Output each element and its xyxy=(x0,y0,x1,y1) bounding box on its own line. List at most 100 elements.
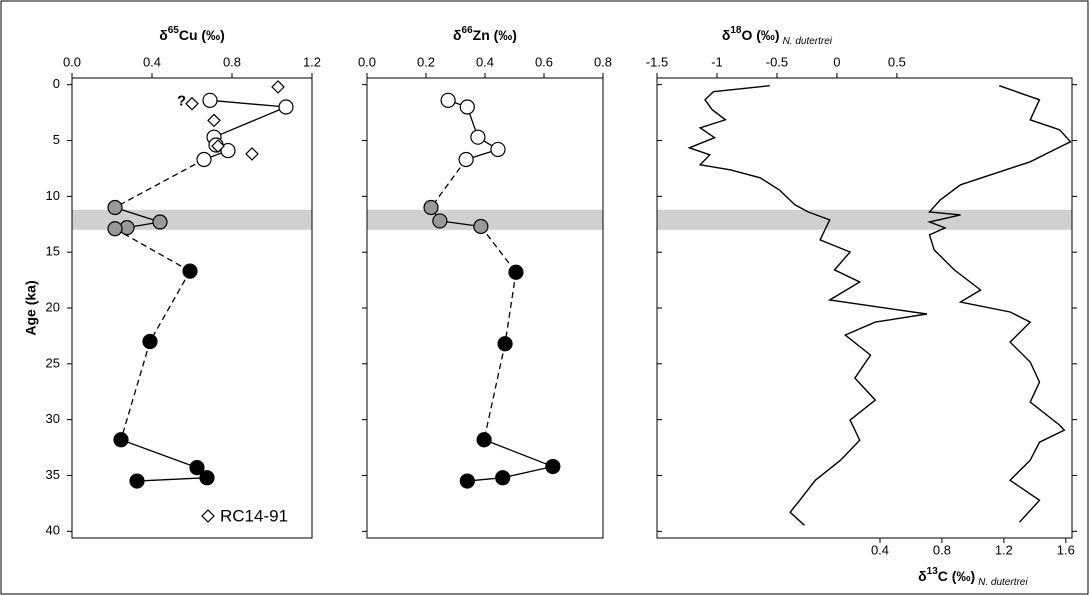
axis-title-part: δ xyxy=(453,27,462,43)
x2-tick-label: 1.6 xyxy=(1057,542,1075,557)
y-tick-label: 20 xyxy=(46,299,60,314)
connector xyxy=(114,158,205,209)
axis-title-part: 66 xyxy=(462,25,474,36)
y-tick-label: 40 xyxy=(46,523,60,538)
sample-point xyxy=(508,264,524,280)
axis-title-part: Zn (‰) xyxy=(473,27,517,43)
axis-title-part: 18 xyxy=(730,25,742,36)
y-tick-label: 10 xyxy=(46,188,60,203)
axis-title-part: δ xyxy=(918,568,927,584)
x-tick-label: -0.5 xyxy=(766,54,788,69)
isotope-line xyxy=(927,85,1072,523)
x-tick-label: -1 xyxy=(711,54,723,69)
sample-point xyxy=(423,199,439,216)
shaded-band xyxy=(367,209,603,230)
connector xyxy=(504,272,517,344)
axis-title-part: N. dutertrei xyxy=(978,577,1028,588)
sample-point xyxy=(107,199,123,216)
legend-label: RC14-91 xyxy=(220,506,288,525)
sample-point xyxy=(470,129,486,145)
sample-point xyxy=(432,213,448,229)
x-tick-label: 0.6 xyxy=(535,54,553,69)
y-tick-label: 35 xyxy=(46,467,60,482)
axis-title-part: 13 xyxy=(927,566,939,577)
sample-point xyxy=(490,141,506,158)
axis-title-part: δ xyxy=(722,27,731,43)
y-axis-title: Age (ka) xyxy=(23,280,39,335)
axis-title-part: Cu (‰) xyxy=(179,27,225,43)
sample-point xyxy=(278,99,294,115)
x-tick-label: 1.2 xyxy=(303,54,321,69)
sample-point xyxy=(113,432,129,448)
x-tick-label: 0.8 xyxy=(223,54,241,69)
connector xyxy=(136,477,208,482)
x-tick-label: 0.5 xyxy=(888,54,906,69)
sample-point xyxy=(458,151,474,168)
sample-point xyxy=(142,333,158,350)
sample-point xyxy=(107,221,123,237)
connector xyxy=(120,439,198,469)
connector xyxy=(120,341,151,440)
axis-title-part: δ xyxy=(159,27,168,43)
x-tick-label: 0.0 xyxy=(358,54,376,69)
x-tick-label: 0.4 xyxy=(143,54,161,69)
sample-point xyxy=(152,214,168,230)
diamond-point xyxy=(207,113,221,128)
sample-point xyxy=(196,151,212,168)
connector xyxy=(483,343,506,440)
shaded-band xyxy=(657,209,1072,230)
sample-point xyxy=(476,432,492,448)
diamond-point xyxy=(185,96,199,111)
sample-point xyxy=(497,336,513,352)
axis-title: δ18O (‰) N. dutertrei xyxy=(722,25,833,47)
annotation: ? xyxy=(177,93,186,110)
x2-tick-label: 0.8 xyxy=(933,542,951,557)
connector xyxy=(209,99,287,108)
sample-point xyxy=(459,99,475,115)
axis-title: δ66Zn (‰) xyxy=(453,25,517,43)
y-tick-label: 0 xyxy=(53,76,60,91)
sample-point xyxy=(495,470,511,486)
x-tick-label: 0 xyxy=(833,54,840,69)
sample-point xyxy=(473,218,489,235)
connector xyxy=(213,106,287,138)
sample-point xyxy=(202,92,218,108)
sample-point xyxy=(199,470,215,486)
x-tick-label: 0.0 xyxy=(63,54,81,69)
axis-title: δ13C (‰) N. dutertrei xyxy=(918,566,1028,588)
axis-title-part: O (‰) xyxy=(741,27,779,43)
diamond-point xyxy=(245,147,259,161)
x-tick-label: 0.8 xyxy=(594,54,612,69)
diamond-point xyxy=(271,80,285,94)
connector xyxy=(114,206,161,223)
sample-point xyxy=(459,473,475,489)
connector xyxy=(149,270,191,342)
sample-point xyxy=(182,263,198,279)
axis-title-part: 65 xyxy=(168,25,180,36)
axis-title-part: C (‰) xyxy=(938,568,975,584)
connector xyxy=(483,439,554,468)
x2-tick-label: 0.4 xyxy=(871,542,889,557)
sample-point xyxy=(545,458,561,475)
y-tick-label: 25 xyxy=(46,355,60,370)
x-tick-label: 0.2 xyxy=(417,54,435,69)
y-tick-label: 15 xyxy=(46,244,60,259)
x-tick-label: 0.4 xyxy=(476,54,494,69)
x-tick-label: -1.5 xyxy=(646,54,668,69)
axis-title: δ65Cu (‰) xyxy=(159,25,225,43)
axis-title-part: N. dutertrei xyxy=(783,36,833,47)
isotope-line xyxy=(687,85,928,526)
diamond-point xyxy=(211,139,225,153)
sample-point xyxy=(220,142,236,159)
sample-point xyxy=(189,460,205,476)
connector xyxy=(114,228,191,272)
legend-marker xyxy=(201,509,215,523)
y-tick-label: 30 xyxy=(46,411,60,426)
sample-point xyxy=(440,92,456,108)
sample-point xyxy=(129,473,145,489)
x2-tick-label: 1.2 xyxy=(995,542,1013,557)
connector xyxy=(502,465,553,479)
y-tick-label: 5 xyxy=(53,132,60,147)
